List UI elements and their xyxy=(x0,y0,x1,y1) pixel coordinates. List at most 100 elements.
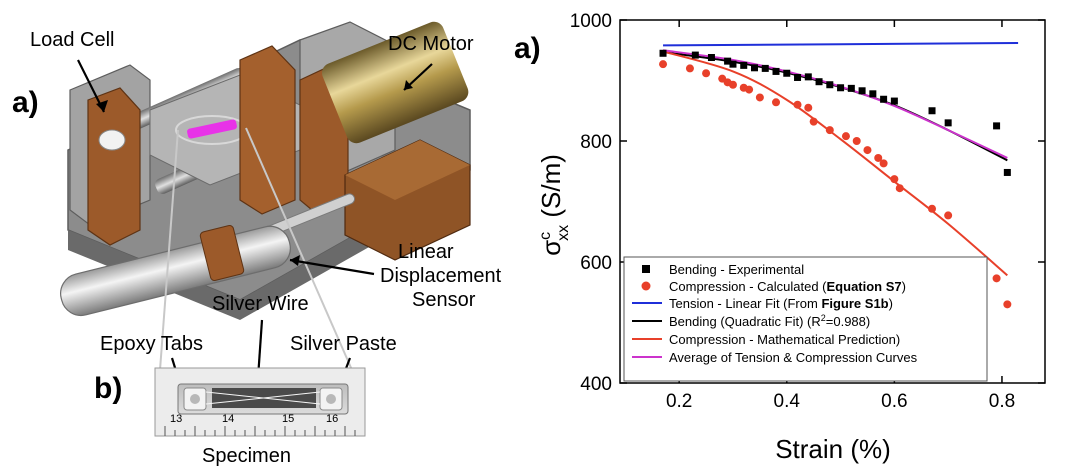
y-tick-label: 800 xyxy=(580,132,612,153)
ruler-number-16: 16 xyxy=(326,413,338,425)
series-line-3 xyxy=(662,51,1008,162)
data-point-compression xyxy=(928,204,937,213)
data-point-bending xyxy=(740,61,748,69)
sensor-clamp-band xyxy=(199,224,245,282)
data-point-compression xyxy=(793,100,802,109)
data-point-bending xyxy=(837,84,845,92)
x-tick-label: 0.2 xyxy=(666,391,692,412)
data-point-bending xyxy=(691,51,699,59)
panel-label-b: b) xyxy=(94,372,122,405)
data-point-bending xyxy=(815,78,823,86)
data-point-compression xyxy=(1003,300,1012,309)
silver-paste-left xyxy=(190,394,200,404)
series-line-2 xyxy=(663,41,1019,47)
specimen-label: Specimen xyxy=(202,445,291,466)
y-axis-subscript: xx xyxy=(555,225,572,241)
data-point-compression xyxy=(863,146,872,155)
series-line-4 xyxy=(662,50,1008,277)
data-point-compression xyxy=(879,159,888,168)
data-point-compression xyxy=(728,80,737,89)
data-point-compression xyxy=(874,153,883,162)
clamp-left xyxy=(87,87,141,246)
silver-wire-label: Silver Wire xyxy=(212,293,309,315)
data-point-compression xyxy=(944,211,953,220)
data-point-compression xyxy=(852,137,861,145)
data-point-bending xyxy=(993,122,1001,130)
displacement-label: Displacement xyxy=(380,265,502,287)
y-tick-label: 400 xyxy=(580,374,612,395)
tensile-apparatus-illustration: 13 14 15 16 a) b) Load Cell DC Motor Lin… xyxy=(12,21,502,466)
data-point-bending xyxy=(761,64,769,72)
legend-label-average: Average of Tension & Compression Curves xyxy=(669,350,918,365)
legend-box xyxy=(623,256,988,382)
zoom-guide-right xyxy=(245,127,353,371)
chart-legend: Bending - Experimental Compression - Cal… xyxy=(623,256,988,382)
y-axis-ticks: 400 600 800 1000 xyxy=(570,11,1045,395)
data-point-compression xyxy=(841,132,850,141)
linear-label: Linear xyxy=(398,241,454,263)
epoxy-tabs-label: Epoxy Tabs xyxy=(100,333,203,355)
data-point-bending xyxy=(826,81,834,89)
data-point-bending xyxy=(724,57,732,65)
data-point-bending xyxy=(928,107,936,115)
specimen-magenta xyxy=(187,119,237,139)
data-point-compression xyxy=(772,98,781,107)
zoom-guide-left xyxy=(159,129,179,371)
data-point-bending xyxy=(869,90,877,98)
y-axis-unit: (S/m) xyxy=(536,154,566,218)
x-tick-label: 0.6 xyxy=(881,391,907,412)
plot-frame xyxy=(619,19,1046,384)
data-point-bending xyxy=(729,60,737,68)
data-point-bending xyxy=(847,84,855,92)
data-point-compression xyxy=(992,274,1001,283)
ruler-number-15: 15 xyxy=(282,413,294,425)
silver-paste-right xyxy=(326,394,336,404)
data-point-bending xyxy=(1003,168,1011,176)
legend-label-compression-prediction: Compression - Mathematical Prediction) xyxy=(669,332,900,347)
y-axis-superscript: c xyxy=(537,232,554,240)
x-axis-title: Strain (%) xyxy=(775,434,891,464)
data-point-bending xyxy=(783,69,791,77)
data-point-bending xyxy=(858,87,866,95)
load-cell xyxy=(98,129,126,151)
legend-label-bending-experimental: Bending - Experimental xyxy=(669,262,804,277)
ruler-number-14: 14 xyxy=(222,413,234,425)
data-point-compression xyxy=(809,117,818,126)
data-point-compression xyxy=(890,175,899,184)
data-point-bending xyxy=(772,67,780,75)
data-point-compression xyxy=(745,85,754,94)
x-axis-ticks: 0.2 0.4 0.6 0.8 xyxy=(666,20,1015,412)
ruler-number-13: 13 xyxy=(170,413,182,425)
y-tick-label: 600 xyxy=(580,253,612,274)
y-axis-title: σcxx (S/m) xyxy=(536,154,572,256)
panel-label-a-right: a) xyxy=(514,32,541,65)
dc-motor-label: DC Motor xyxy=(388,33,474,55)
data-point-compression xyxy=(659,60,668,69)
data-point-compression xyxy=(685,64,694,73)
sensor-arrow xyxy=(289,258,375,276)
conductivity-chart: a) 400 600 800 1000 0.2 0.4 0.6 0.8 Strain (%)… xyxy=(514,11,1046,464)
y-axis-sigma: σ xyxy=(536,240,566,256)
data-point-bending xyxy=(804,73,812,81)
x-tick-label: 0.8 xyxy=(989,391,1015,412)
y-tick-label: 1000 xyxy=(570,11,612,32)
silver-paste-label: Silver Paste xyxy=(290,333,397,355)
data-point-bending xyxy=(659,49,667,57)
data-point-compression xyxy=(825,126,834,135)
sensor-label: Sensor xyxy=(412,289,476,311)
data-point-bending xyxy=(890,97,898,105)
data-point-compression xyxy=(895,184,904,193)
panel-label-a-left: a) xyxy=(12,86,39,119)
legend-marker-bending-experimental xyxy=(642,265,650,273)
data-point-bending xyxy=(750,64,758,72)
data-point-compression xyxy=(804,103,813,112)
data-point-compression xyxy=(755,93,764,102)
data-point-bending xyxy=(944,119,952,127)
data-point-bending xyxy=(794,73,802,81)
legend-label-tension-fit: Tension - Linear Fit (From Figure S1b) xyxy=(669,296,893,311)
data-point-bending xyxy=(707,54,715,62)
x-tick-label: 0.4 xyxy=(774,391,801,412)
clamp-middle xyxy=(239,45,296,215)
legend-marker-compression-calculated xyxy=(641,281,651,291)
dc-motor-body xyxy=(322,21,469,144)
